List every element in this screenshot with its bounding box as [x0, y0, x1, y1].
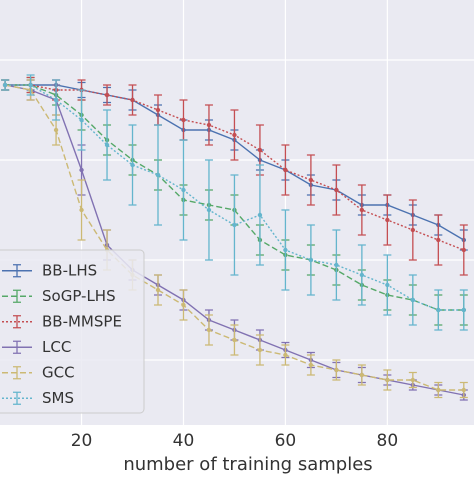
marker: [410, 297, 416, 303]
marker: [308, 362, 314, 368]
marker: [181, 187, 186, 193]
marker: [359, 272, 365, 278]
marker: [308, 177, 314, 183]
marker: [461, 387, 467, 393]
marker: [2, 82, 8, 88]
marker: [155, 287, 161, 293]
marker: [461, 307, 467, 313]
marker: [385, 377, 390, 383]
marker: [334, 262, 339, 268]
marker: [155, 172, 161, 178]
marker: [410, 377, 416, 383]
marker: [232, 337, 237, 343]
marker: [257, 147, 263, 153]
marker: [283, 247, 288, 253]
legend-errorbar: [13, 289, 21, 303]
marker: [79, 117, 84, 123]
marker: [257, 347, 263, 353]
marker: [104, 142, 110, 148]
x-tick-label: 80: [377, 431, 399, 451]
legend-label: GCC: [42, 363, 75, 381]
marker: [28, 82, 33, 88]
legend-label: BB-MMSPE: [42, 312, 122, 330]
marker: [410, 227, 416, 233]
marker: [257, 212, 263, 218]
marker: [104, 92, 110, 98]
marker: [436, 237, 441, 243]
series: [1, 74, 468, 331]
marker: [206, 207, 212, 213]
marker: [334, 367, 339, 373]
marker: [206, 327, 212, 333]
legend-box: [0, 249, 145, 414]
marker: [130, 162, 135, 168]
marker: [283, 167, 288, 173]
marker: [359, 207, 365, 213]
legend-errorbar: [13, 315, 21, 329]
marker: [181, 302, 186, 308]
marker: [79, 167, 84, 173]
legend-errorbar: [13, 340, 21, 354]
marker: [436, 307, 441, 313]
marker: [155, 107, 161, 113]
marker: [283, 352, 288, 358]
marker: [181, 117, 186, 123]
legend-errorbar: [13, 391, 21, 405]
x-tick-label: 60: [275, 431, 297, 451]
marker: [232, 132, 237, 138]
marker: [359, 372, 365, 378]
legend-errorbar: [13, 366, 21, 380]
marker: [53, 127, 59, 133]
marker: [130, 97, 135, 103]
legend-label: LCC: [42, 338, 71, 356]
marker: [385, 217, 390, 223]
legend-label: SMS: [42, 389, 74, 407]
legend-errorbar: [13, 264, 21, 278]
marker: [206, 122, 212, 128]
marker: [53, 97, 59, 103]
marker: [79, 207, 84, 213]
legend: BB-LHS SoGP-LHS BB-MMSPE LCC GCC SMS: [0, 249, 145, 414]
x-tick-label: 40: [173, 431, 195, 451]
legend-label: BB-LHS: [42, 261, 97, 279]
marker: [232, 222, 237, 228]
marker: [461, 247, 467, 253]
x-tick-label: 20: [71, 431, 93, 451]
marker: [385, 282, 390, 288]
x-axis-label: number of training samples: [123, 454, 372, 474]
legend-label: SoGP-LHS: [42, 287, 116, 305]
marker: [334, 187, 339, 193]
marker: [308, 257, 314, 263]
marker: [436, 387, 441, 393]
